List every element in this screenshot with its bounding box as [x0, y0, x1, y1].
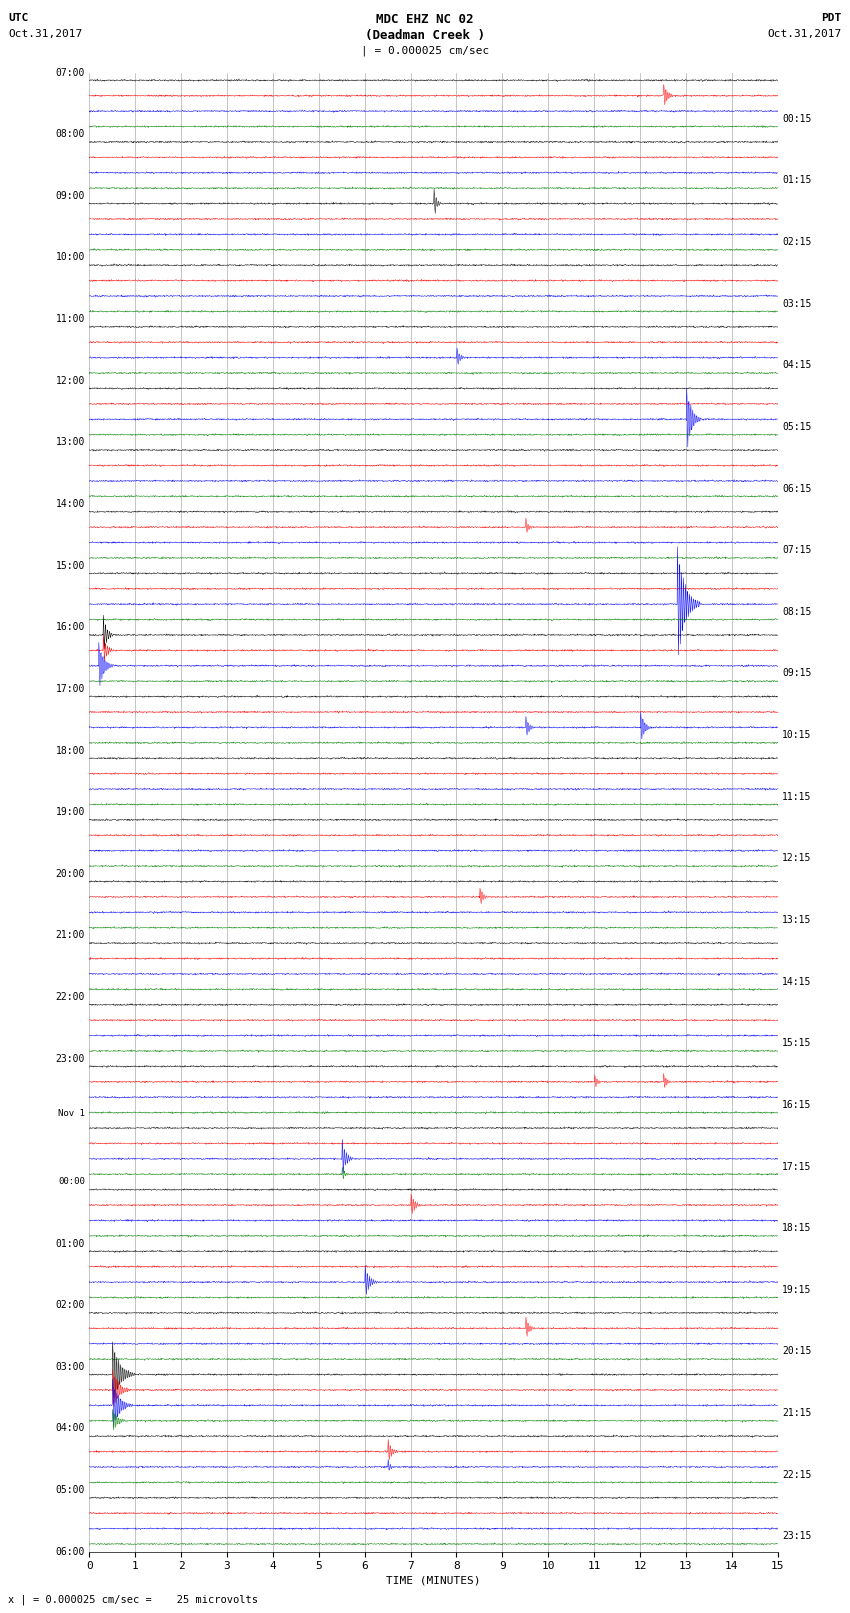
Text: x | = 0.000025 cm/sec =    25 microvolts: x | = 0.000025 cm/sec = 25 microvolts — [8, 1594, 258, 1605]
Text: 10:00: 10:00 — [55, 253, 85, 263]
Text: 16:00: 16:00 — [55, 623, 85, 632]
Text: 02:00: 02:00 — [55, 1300, 85, 1310]
Text: Oct.31,2017: Oct.31,2017 — [8, 29, 82, 39]
Text: Nov 1: Nov 1 — [58, 1110, 85, 1118]
Text: 04:15: 04:15 — [782, 360, 812, 371]
Text: MDC EHZ NC 02: MDC EHZ NC 02 — [377, 13, 473, 26]
Text: 07:15: 07:15 — [782, 545, 812, 555]
Text: 22:00: 22:00 — [55, 992, 85, 1002]
Text: 02:15: 02:15 — [782, 237, 812, 247]
Text: 13:15: 13:15 — [782, 915, 812, 924]
Text: 14:15: 14:15 — [782, 976, 812, 987]
Text: Oct.31,2017: Oct.31,2017 — [768, 29, 842, 39]
Text: 09:15: 09:15 — [782, 668, 812, 679]
Text: 00:15: 00:15 — [782, 115, 812, 124]
Text: 10:15: 10:15 — [782, 731, 812, 740]
Text: (Deadman Creek ): (Deadman Creek ) — [365, 29, 485, 42]
Text: 12:15: 12:15 — [782, 853, 812, 863]
Text: 01:15: 01:15 — [782, 176, 812, 185]
Text: 12:00: 12:00 — [55, 376, 85, 386]
Text: 14:00: 14:00 — [55, 498, 85, 510]
Text: 05:15: 05:15 — [782, 423, 812, 432]
Text: 15:00: 15:00 — [55, 561, 85, 571]
Text: 05:00: 05:00 — [55, 1486, 85, 1495]
Text: 09:00: 09:00 — [55, 190, 85, 202]
Text: 06:00: 06:00 — [55, 1547, 85, 1557]
Text: 23:15: 23:15 — [782, 1531, 812, 1542]
Text: 11:00: 11:00 — [55, 315, 85, 324]
Text: 17:00: 17:00 — [55, 684, 85, 694]
Text: 01:00: 01:00 — [55, 1239, 85, 1248]
Text: 04:00: 04:00 — [55, 1423, 85, 1434]
Text: 23:00: 23:00 — [55, 1053, 85, 1063]
Text: 03:00: 03:00 — [55, 1361, 85, 1371]
Text: 11:15: 11:15 — [782, 792, 812, 802]
Text: 21:15: 21:15 — [782, 1408, 812, 1418]
Text: 17:15: 17:15 — [782, 1161, 812, 1171]
Text: 22:15: 22:15 — [782, 1469, 812, 1479]
Text: 19:15: 19:15 — [782, 1286, 812, 1295]
Text: 08:00: 08:00 — [55, 129, 85, 139]
Text: 20:00: 20:00 — [55, 869, 85, 879]
Text: 03:15: 03:15 — [782, 298, 812, 308]
Text: 18:15: 18:15 — [782, 1223, 812, 1234]
Text: 06:15: 06:15 — [782, 484, 812, 494]
Text: 00:00: 00:00 — [58, 1177, 85, 1187]
Text: 08:15: 08:15 — [782, 606, 812, 616]
Text: 13:00: 13:00 — [55, 437, 85, 447]
X-axis label: TIME (MINUTES): TIME (MINUTES) — [386, 1576, 481, 1586]
Text: | = 0.000025 cm/sec: | = 0.000025 cm/sec — [361, 45, 489, 56]
Text: 21:00: 21:00 — [55, 931, 85, 940]
Text: UTC: UTC — [8, 13, 29, 23]
Text: 20:15: 20:15 — [782, 1347, 812, 1357]
Text: 18:00: 18:00 — [55, 745, 85, 755]
Text: PDT: PDT — [821, 13, 842, 23]
Text: 07:00: 07:00 — [55, 68, 85, 77]
Text: 16:15: 16:15 — [782, 1100, 812, 1110]
Text: 19:00: 19:00 — [55, 806, 85, 818]
Text: 15:15: 15:15 — [782, 1039, 812, 1048]
